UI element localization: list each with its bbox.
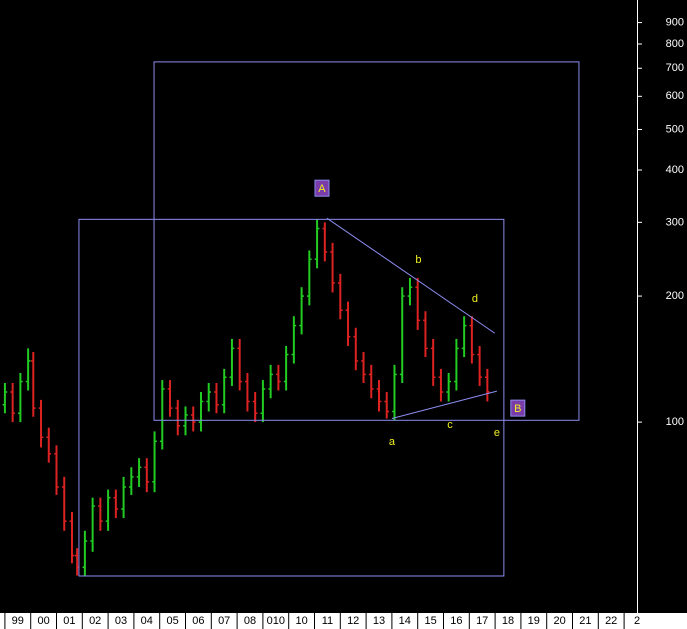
trend-line [391,390,498,419]
wave-label: e [494,427,500,439]
trend-line [326,217,496,334]
y-tick-label: 600 [666,90,684,102]
x-tick-label: 010 [267,615,285,627]
x-tick-label: 21 [579,615,591,627]
annotation-box [153,61,580,421]
wave-label: c [447,419,453,431]
x-tick-label: 99 [12,615,24,627]
y-tick-label: 400 [666,164,684,176]
x-tick-label: 10 [295,615,307,627]
x-tick-label: 04 [141,615,153,627]
y-tick-label: 500 [666,123,684,135]
x-tick-label: 19 [528,615,540,627]
x-tick-label: 17 [476,615,488,627]
x-tick-label: 16 [450,615,462,627]
label-box [510,399,526,417]
wave-label: d [472,293,478,305]
x-tick-label: 00 [37,615,49,627]
x-tick-label: 06 [192,615,204,627]
y-tick-label: 100 [666,416,684,428]
x-tick-label: 20 [553,615,565,627]
wave-label: B [514,403,521,415]
x-tick-label: 05 [166,615,178,627]
x-tick-label: 12 [347,615,359,627]
wave-label: A [318,183,326,195]
x-tick-label: 07 [218,615,230,627]
y-tick-label: 800 [666,38,684,50]
x-tick-label: 03 [115,615,127,627]
label-box [314,179,330,197]
x-tick-label: 02 [89,615,101,627]
x-axis-band [0,613,687,629]
y-tick-label: 900 [666,16,684,28]
annotation-box [78,218,505,577]
x-tick-label: 15 [424,615,436,627]
x-tick-label: 22 [605,615,617,627]
y-tick-label: 200 [666,290,684,302]
x-tick-label: 2 [634,615,640,627]
x-tick-label: 01 [63,615,75,627]
x-tick-label: 11 [322,615,333,627]
price-bars [2,219,490,576]
wave-label: b [415,254,421,266]
x-tick-label: 08 [244,615,256,627]
x-tick-label: 18 [502,615,514,627]
x-tick-label: 13 [373,615,385,627]
wave-label: a [389,436,396,448]
y-tick-label: 300 [666,216,684,228]
y-tick-label: 700 [666,62,684,74]
x-tick-label: 14 [399,615,411,627]
